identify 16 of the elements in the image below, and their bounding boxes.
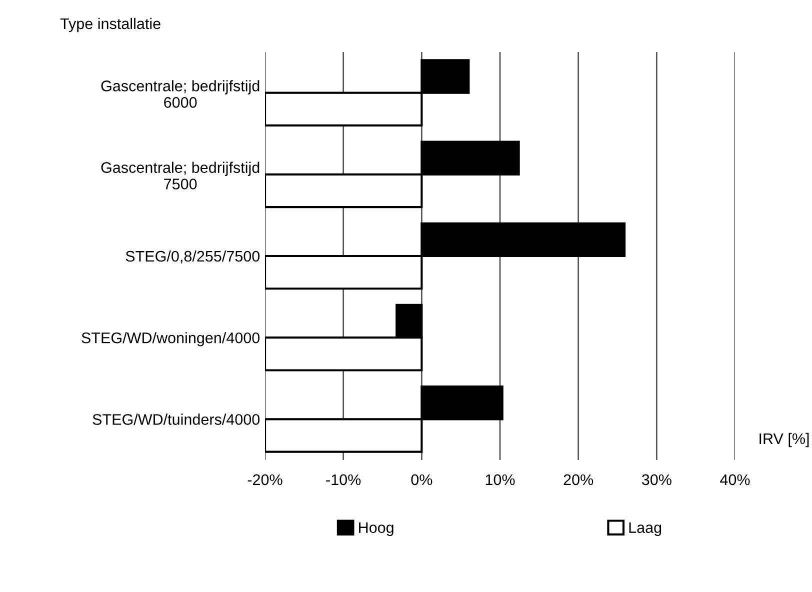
x-tick-label: 30% [642,474,672,486]
legend-label: Laag [629,522,662,536]
y-tick-label: STEG/WD/tuinders/4000 [92,414,260,425]
y-tick-label: STEG/0,8/255/7500 [126,250,260,264]
x-tick-label: 20% [564,474,594,486]
y-tick-label: STEG/WD/woningen/4000 [82,332,260,346]
y-axis-title: Type installatie [60,18,160,32]
y-tick-label: Gascentrale; bedrijfstijd 7500 [101,162,260,190]
x-axis-title: IRV [%] [760,432,809,448]
legend-label: Hoog [359,522,394,536]
x-tick-label: -20% [248,474,282,486]
x-tick-label: 0% [411,474,432,486]
x-tick-label: -10% [326,474,361,486]
x-tick-label: 10% [486,474,515,486]
x-tick-label: 40% [720,474,750,486]
y-tick-label: Gascentrale; bedrijfstijd 6000 [101,80,260,108]
